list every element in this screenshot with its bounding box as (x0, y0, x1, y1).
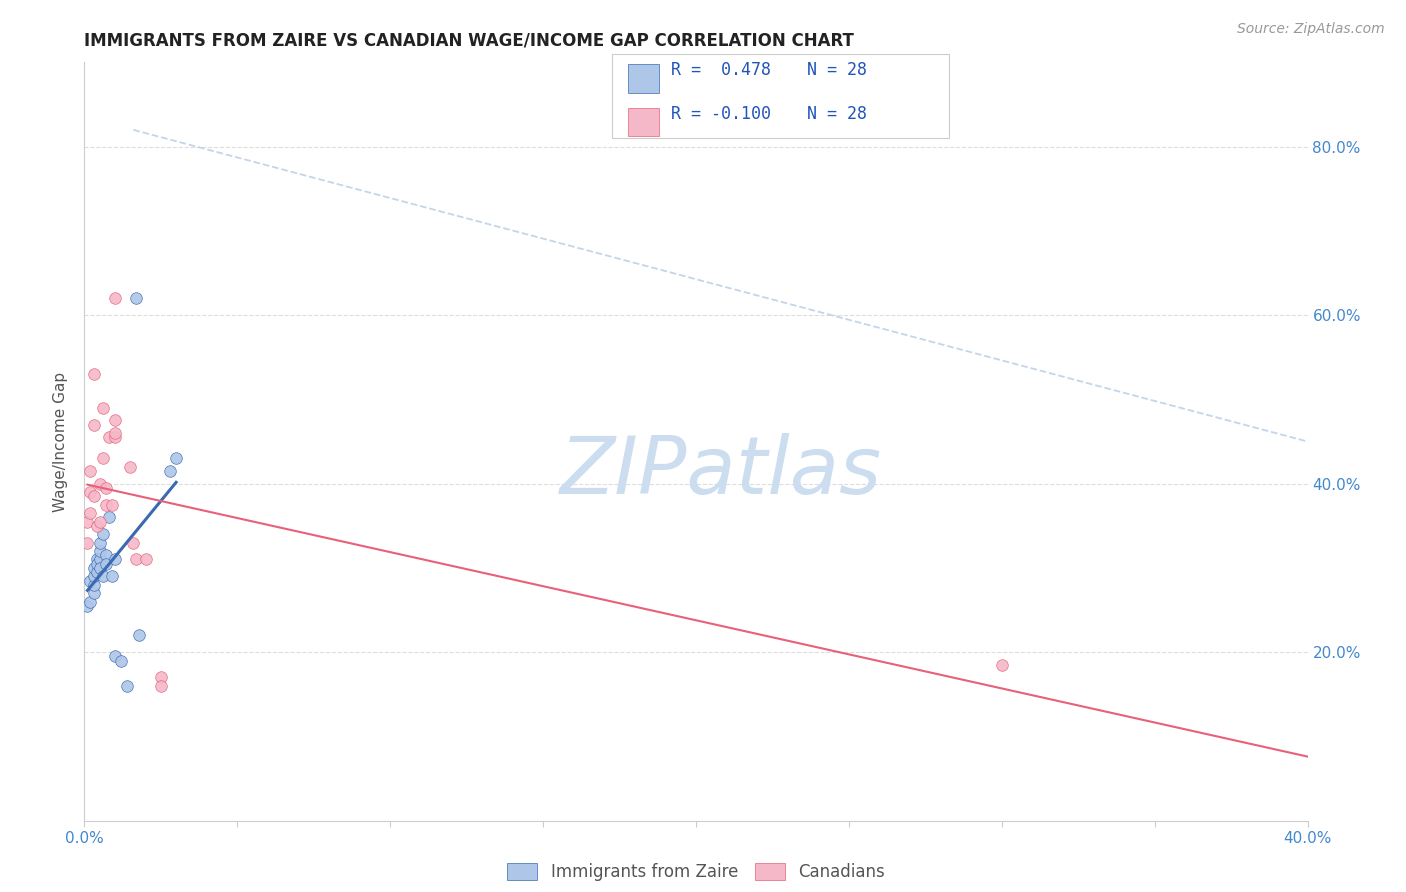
Point (83, 489, 105, 503)
Point (76, 535, 98, 549)
Point (135, 552, 157, 566)
Point (149, 679, 172, 693)
Point (94, 557, 117, 571)
Point (110, 654, 132, 668)
Point (104, 426, 127, 441)
Point (83, 367, 105, 381)
Point (120, 459, 142, 474)
Text: R = -0.100: R = -0.100 (671, 105, 770, 123)
Y-axis label: Wage/Income Gap: Wage/Income Gap (53, 371, 69, 512)
Point (125, 291, 148, 305)
Point (76, 515, 98, 529)
Legend: Immigrants from Zaire, Canadians: Immigrants from Zaire, Canadians (501, 856, 891, 888)
Point (104, 413, 127, 427)
Point (86, 565, 108, 579)
Point (89, 544, 111, 558)
Point (104, 291, 127, 305)
Point (83, 586, 105, 600)
Point (79, 594, 101, 608)
Point (83, 578, 105, 592)
Point (97, 510, 120, 524)
Point (91, 569, 114, 583)
Text: IMMIGRANTS FROM ZAIRE VS CANADIAN WAGE/INCOME GAP CORRELATION CHART: IMMIGRANTS FROM ZAIRE VS CANADIAN WAGE/I… (84, 32, 855, 50)
Point (101, 569, 124, 583)
Point (89, 561, 111, 575)
Point (101, 498, 124, 512)
Point (89, 476, 111, 491)
Text: N = 28: N = 28 (807, 105, 868, 123)
Text: ZIPatlas: ZIPatlas (560, 433, 882, 511)
Point (122, 535, 145, 549)
Point (91, 527, 114, 541)
Point (79, 506, 101, 520)
Point (89, 552, 111, 566)
Point (94, 548, 117, 563)
Text: R =  0.478: R = 0.478 (671, 62, 770, 79)
Point (76, 599, 98, 613)
Point (79, 485, 101, 500)
Point (104, 649, 127, 664)
Point (159, 464, 181, 478)
Point (149, 670, 172, 684)
Point (83, 569, 105, 583)
Point (86, 552, 108, 566)
Point (991, 657, 1014, 672)
Point (83, 417, 105, 432)
Point (89, 515, 111, 529)
Point (125, 552, 148, 566)
Point (94, 498, 117, 512)
Point (91, 451, 114, 466)
Point (86, 518, 108, 533)
Point (91, 401, 114, 415)
Text: Source: ZipAtlas.com: Source: ZipAtlas.com (1237, 22, 1385, 37)
Text: N = 28: N = 28 (807, 62, 868, 79)
Point (86, 557, 108, 571)
Point (83, 561, 105, 575)
Point (104, 430, 127, 444)
Point (79, 574, 101, 588)
Point (79, 464, 101, 478)
Point (115, 679, 138, 693)
Point (128, 628, 150, 642)
Point (89, 535, 111, 549)
Point (165, 451, 187, 466)
Point (104, 552, 127, 566)
Point (94, 481, 117, 495)
Point (97, 430, 120, 444)
